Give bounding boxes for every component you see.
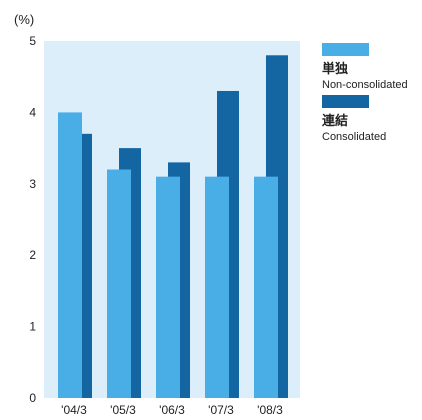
y-tick-label: 4 bbox=[29, 105, 36, 119]
legend-label: 単独 bbox=[322, 61, 348, 76]
x-tick-label: '05/3 bbox=[110, 403, 136, 417]
y-tick-label: 5 bbox=[29, 34, 36, 48]
legend-swatch bbox=[322, 43, 369, 56]
legend-swatch bbox=[322, 95, 369, 108]
y-tick-label: 0 bbox=[29, 391, 36, 405]
legend: 単独 Non-consolidated 連結 Consolidated bbox=[322, 43, 408, 143]
bar-non-consolidated bbox=[107, 169, 131, 398]
y-tick-label: 2 bbox=[29, 248, 36, 262]
x-axis: '04/3 '05/3 '06/3 '07/3 '08/3 bbox=[61, 403, 283, 417]
bar-non-consolidated bbox=[156, 176, 180, 398]
x-tick-label: '08/3 bbox=[257, 403, 283, 417]
y-axis-unit-label: (%) bbox=[14, 12, 34, 27]
bar-group bbox=[58, 55, 288, 399]
legend-label-english: Consolidated bbox=[322, 131, 386, 143]
x-tick-label: '06/3 bbox=[159, 403, 185, 417]
legend-label: 連結 bbox=[322, 113, 348, 128]
y-tick-label: 3 bbox=[29, 177, 36, 191]
legend-label-english: Non-consolidated bbox=[322, 79, 408, 91]
y-axis: 0 1 2 3 4 5 bbox=[29, 34, 36, 405]
bar-non-consolidated bbox=[205, 176, 229, 398]
bar-non-consolidated bbox=[254, 176, 278, 398]
x-tick-label: '07/3 bbox=[208, 403, 234, 417]
x-tick-label: '04/3 bbox=[61, 403, 87, 417]
bar-non-consolidated bbox=[58, 112, 82, 399]
y-tick-label: 1 bbox=[29, 320, 36, 334]
